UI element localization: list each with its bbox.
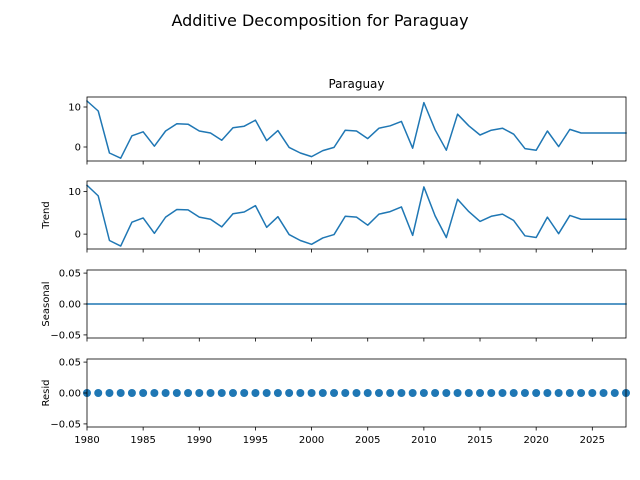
y-tick-label: 0 — [75, 230, 81, 241]
resid-point — [341, 389, 350, 397]
panel-seasonal: −0.05 0.00 0.05 Seasonal — [41, 269, 627, 342]
x-tick-label: 1985 — [130, 435, 155, 446]
y-tick-label: 0.05 — [59, 269, 81, 280]
resid-point — [127, 389, 136, 397]
resid-point — [610, 389, 619, 397]
resid-point — [408, 389, 417, 397]
resid-point — [352, 389, 361, 397]
x-tick-label: 2000 — [299, 435, 324, 446]
resid-point — [285, 389, 294, 397]
x-tick-label: 2010 — [411, 435, 436, 446]
resid-point — [520, 389, 529, 397]
panel-observed-frame — [86, 96, 627, 162]
x-tick-label: 2025 — [580, 435, 605, 446]
resid-point — [318, 389, 327, 397]
x-tick-label: 1990 — [187, 435, 212, 446]
resid-point — [476, 389, 485, 397]
y-tick-label: 0.00 — [59, 300, 81, 311]
y-axis-label: Trend — [41, 201, 52, 229]
resid-point — [307, 389, 316, 397]
resid-point — [363, 389, 372, 397]
y-tick-label: −0.05 — [50, 419, 81, 430]
observed-line — [85, 99, 627, 159]
x-tick-label: 1995 — [243, 435, 268, 446]
y-tick-label: 10 — [68, 187, 81, 198]
resid-point — [94, 389, 103, 397]
resid-point — [588, 389, 597, 397]
resid-point — [195, 389, 204, 397]
resid-point — [599, 389, 608, 397]
resid-point — [498, 389, 507, 397]
resid-point — [172, 389, 181, 397]
resid-point — [374, 389, 383, 397]
resid-point — [386, 389, 395, 397]
y-axis-label: Resid — [41, 380, 52, 407]
y-tick-label: 0 — [75, 143, 81, 154]
y-tick-label: 0.05 — [59, 358, 81, 369]
resid-point — [217, 389, 226, 397]
panels-group: 0 10 Paraguay 0 10 Trend −0.05 0.00 0.05 Seasonal… — [41, 77, 630, 446]
resid-point — [296, 389, 305, 397]
resid-point — [565, 389, 574, 397]
panel-observed: 0 10 Paraguay — [68, 77, 627, 165]
resid-point — [206, 389, 215, 397]
resid-point — [116, 389, 125, 397]
x-tick-label: 2005 — [355, 435, 380, 446]
y-axis-label: Seasonal — [41, 281, 52, 326]
resid-point — [554, 389, 563, 397]
resid-point — [532, 389, 541, 397]
panel-trend-frame — [86, 180, 627, 250]
resid-point — [487, 389, 496, 397]
panel-trend: 0 10 Trend — [41, 180, 627, 253]
resid-point — [577, 389, 586, 397]
resid-point — [161, 389, 170, 397]
resid-point — [464, 389, 473, 397]
resid-point — [150, 389, 159, 397]
resid-point — [251, 389, 260, 397]
resid-point — [139, 389, 148, 397]
resid-point — [419, 389, 428, 397]
y-tick-label: −0.05 — [50, 330, 81, 341]
resid-point — [431, 389, 440, 397]
resid-point — [240, 389, 249, 397]
x-tick-label: 2015 — [467, 435, 492, 446]
resid-point — [453, 389, 462, 397]
trend-line — [85, 184, 627, 247]
resid-point — [262, 389, 271, 397]
resid-point — [543, 389, 552, 397]
panel-resid: −0.05 0.00 0.05 1980 1985 1990 1995 2000 2005 201… — [41, 358, 630, 446]
figure-title: Additive Decomposition for Paraguay — [171, 11, 468, 30]
y-tick-label: 10 — [68, 103, 81, 114]
resid-point — [184, 389, 193, 397]
resid-point — [397, 389, 406, 397]
resid-point — [105, 389, 114, 397]
x-tick-label: 1980 — [74, 435, 99, 446]
resid-point — [442, 389, 451, 397]
resid-point — [228, 389, 237, 397]
resid-point — [330, 389, 339, 397]
panel-title: Paraguay — [328, 77, 384, 91]
resid-point — [509, 389, 518, 397]
y-tick-label: 0.00 — [59, 389, 81, 400]
resid-point — [273, 389, 282, 397]
x-tick-label: 2020 — [523, 435, 548, 446]
